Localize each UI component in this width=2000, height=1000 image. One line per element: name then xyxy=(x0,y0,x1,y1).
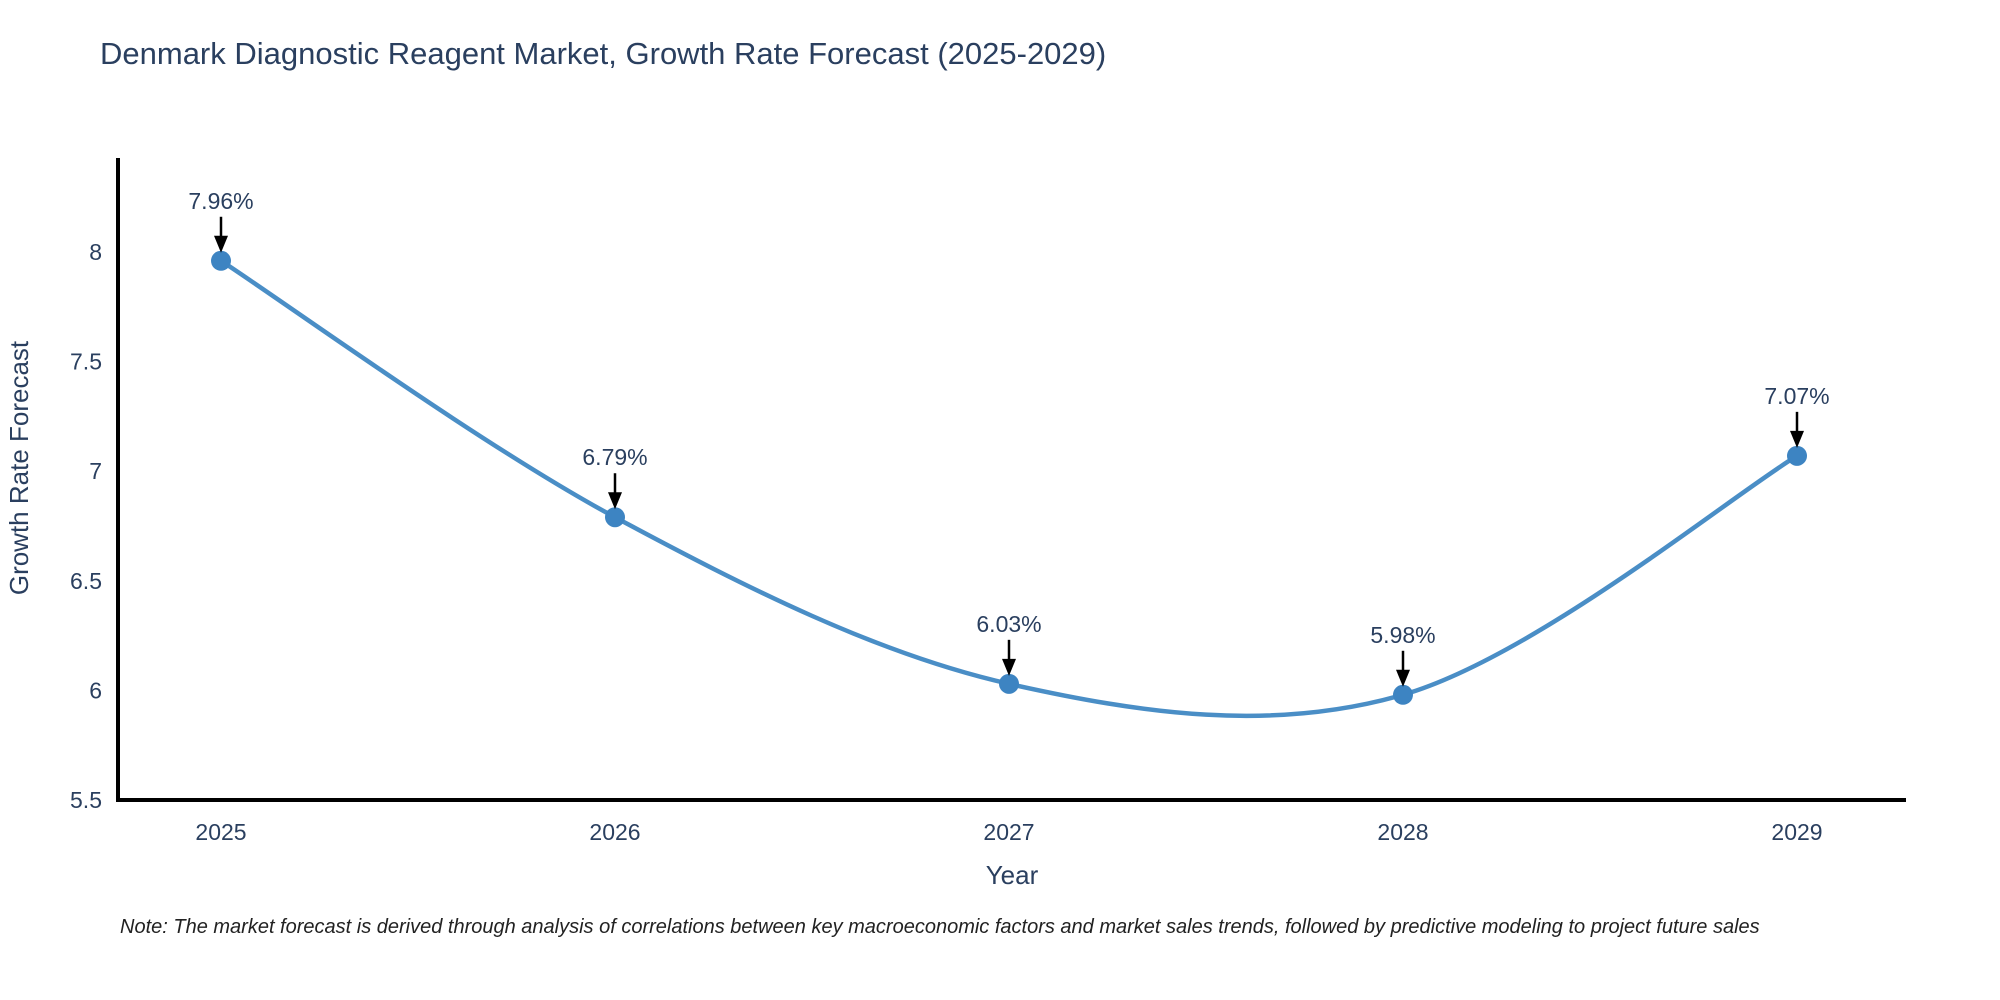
x-tick-label: 2027 xyxy=(983,819,1034,845)
annotation-arrowhead-icon xyxy=(1002,658,1016,676)
annotation-label: 7.07% xyxy=(1764,383,1829,409)
y-tick-label: 5.5 xyxy=(70,787,102,813)
y-tick-label: 6 xyxy=(89,677,102,703)
data-point-marker xyxy=(1393,684,1413,705)
data-point-marker xyxy=(999,673,1019,694)
x-tick-label: 2029 xyxy=(1771,819,1822,845)
x-tick-label: 2028 xyxy=(1377,819,1428,845)
y-tick-label: 7.5 xyxy=(70,349,102,375)
annotation-arrowhead-icon xyxy=(1396,669,1410,687)
y-axis-title: Growth Rate Forecast xyxy=(4,340,34,595)
annotation-label: 6.03% xyxy=(976,611,1041,637)
chart-title: Denmark Diagnostic Reagent Market, Growt… xyxy=(100,36,1107,71)
data-point-marker xyxy=(605,507,625,528)
y-tick-label: 8 xyxy=(89,239,102,265)
y-tick-label: 6.5 xyxy=(70,568,102,594)
data-point-marker xyxy=(1787,445,1807,466)
x-tick-label: 2026 xyxy=(589,819,640,845)
x-tick-label: 2025 xyxy=(195,819,246,845)
annotation-label: 7.96% xyxy=(188,188,253,214)
annotation-label: 6.79% xyxy=(582,444,647,470)
annotation-arrowhead-icon xyxy=(1790,430,1804,448)
annotation-arrowhead-icon xyxy=(214,235,228,253)
y-tick-label: 7 xyxy=(89,458,102,484)
plot-root: 5.5 6 6.5 7 7.5 8 2025 2026 2027 2028 2029 7.96% 6.7… xyxy=(70,158,1906,845)
footnote: Note: The market forecast is derived thr… xyxy=(120,916,1760,938)
annotation-label: 5.98% xyxy=(1370,622,1435,648)
annotation-arrowhead-icon xyxy=(608,492,622,510)
x-axis-title: Year xyxy=(986,860,1039,890)
data-point-marker xyxy=(211,250,231,271)
